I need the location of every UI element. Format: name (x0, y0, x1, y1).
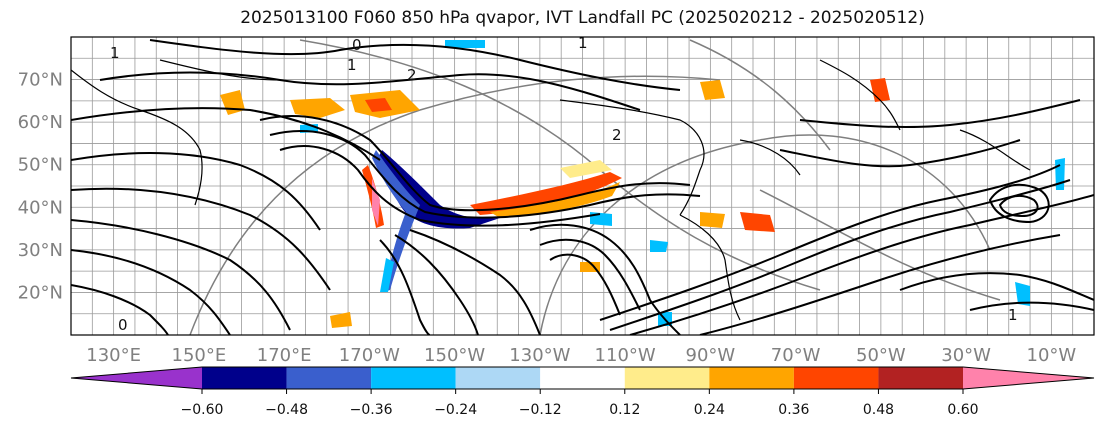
colorbar-extend-low (71, 367, 202, 389)
longitude-tick-label: 110°W (595, 345, 656, 366)
colorbar-tick-label: −0.48 (265, 402, 308, 418)
colorbar-tick-label: 0.24 (694, 402, 725, 418)
longitude-tick-label: 170°W (339, 345, 400, 366)
contour-label: 2 (612, 126, 622, 144)
positive-anomaly-region (490, 182, 620, 218)
positive-anomaly-region (700, 212, 725, 228)
colorbar-tick-label: −0.12 (519, 402, 562, 418)
positive-anomaly-region (560, 160, 612, 178)
chart-title: 2025013100 F060 850 hPa qvapor, IVT Land… (240, 8, 925, 28)
contour-label: 0 (118, 316, 128, 334)
colorbar-tick-label: −0.24 (434, 402, 477, 418)
negative-anomaly-region (445, 40, 485, 48)
colorbar-tick-label: −0.36 (350, 402, 393, 418)
longitude-tick-label: 150°E (172, 345, 227, 366)
longitude-tick-label: 10°W (1027, 345, 1077, 366)
coastlines (71, 59, 1031, 321)
negative-anomaly-region (1015, 282, 1030, 306)
latitude-tick-label: 70°N (18, 70, 63, 91)
colorbar-segment (793, 367, 879, 389)
latitude-labels: 70°N 60°N 50°N 40°N 30°N 20°N (18, 70, 63, 304)
contour-label: 1 (347, 56, 357, 74)
longitude-tick-label: 130°W (509, 345, 570, 366)
contour-label: 1 (110, 44, 120, 62)
latitude-tick-label: 20°N (18, 282, 63, 303)
latitude-tick-label: 60°N (18, 112, 63, 133)
colorbar-tick-label: −0.60 (181, 402, 224, 418)
contour-label: 2 (407, 66, 417, 84)
latitude-tick-label: 40°N (18, 197, 63, 218)
negative-anomaly-region (590, 212, 612, 226)
longitude-tick-label: 70°W (771, 345, 821, 366)
contour-labels: 1 0 1 2 2 1 0 1 (110, 34, 1018, 334)
longitude-labels: 130°E 150°E 170°E 170°W 150°W 130°W 110°W 90°W 7… (86, 345, 1076, 366)
grey-contours (189, 39, 1001, 335)
colorbar-tick-label: 0.60 (947, 402, 978, 418)
colorbar-tick-labels: −0.60 −0.48 −0.36 −0.24 −0.12 0.12 0.24 0.36 0.4… (181, 389, 979, 418)
negative-anomaly-region (372, 150, 420, 292)
colorbar-tick-label: 0.36 (778, 402, 809, 418)
positive-anomaly-region (330, 312, 352, 328)
longitude-tick-label: 170°E (257, 345, 312, 366)
colorbar-segment (540, 367, 625, 389)
colorbar-tick-label: 0.12 (609, 402, 640, 418)
ivt-contours (71, 39, 1094, 335)
colorbar-segment (286, 367, 372, 389)
colorbar-segment (455, 367, 541, 389)
latitude-tick-label: 50°N (18, 155, 63, 176)
colorbar-segment (878, 367, 963, 389)
map-gridlines (71, 37, 1094, 335)
negative-anomaly-region (380, 258, 394, 292)
positive-anomaly-region (365, 98, 392, 112)
positive-anomaly-region (700, 80, 725, 100)
longitude-tick-label: 150°W (424, 345, 485, 366)
negative-anomaly-region (650, 240, 668, 252)
contour-label: 0 (352, 36, 362, 54)
colorbar-segment (709, 367, 794, 389)
contour-label: 1 (578, 34, 588, 52)
positive-anomaly-region (740, 212, 775, 232)
colorbar-segment (202, 367, 287, 389)
positive-anomaly-region (290, 98, 345, 118)
positive-anomaly-region (470, 172, 622, 215)
colorbar (70, 366, 1095, 390)
latitude-tick-label: 30°N (18, 240, 63, 261)
colorbar-segment (371, 367, 456, 389)
contour-label: 1 (1008, 306, 1018, 324)
longitude-tick-label: 90°W (686, 345, 736, 366)
colorbar-extend-high (963, 367, 1094, 389)
map-frame (70, 36, 1095, 336)
longitude-tick-label: 50°W (856, 345, 906, 366)
colorbar-tick-label: 0.48 (863, 402, 894, 418)
longitude-tick-label: 130°E (86, 345, 141, 366)
colorbar-segment (624, 367, 710, 389)
longitude-tick-label: 30°W (941, 345, 991, 366)
